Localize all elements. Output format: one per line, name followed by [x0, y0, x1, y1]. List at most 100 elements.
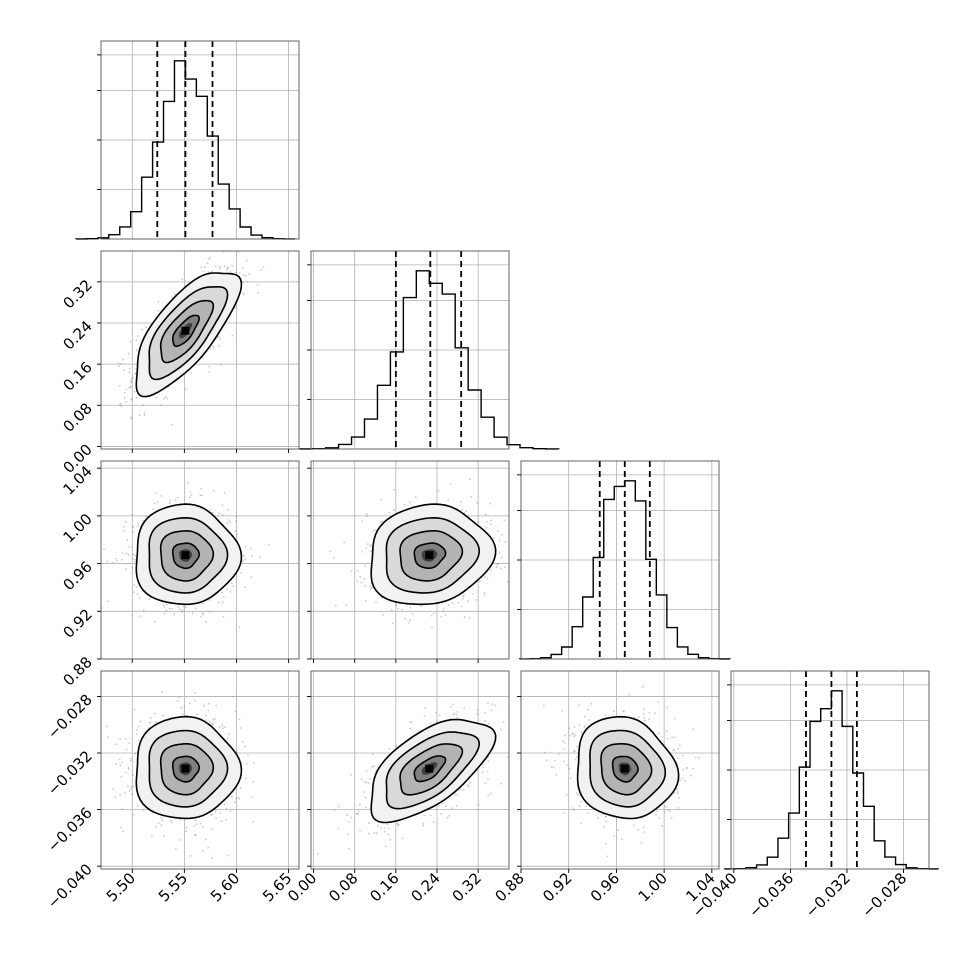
- scatter-point: [678, 797, 680, 800]
- scatter-point: [485, 526, 488, 529]
- scatter-point: [169, 500, 172, 502]
- scatter-point: [343, 541, 346, 544]
- scatter-point: [200, 266, 203, 269]
- scatter-point: [230, 582, 233, 585]
- scatter-point: [676, 792, 679, 795]
- scatter-point: [238, 798, 241, 800]
- scatter-point: [373, 831, 376, 834]
- scatter-point: [127, 553, 130, 556]
- scatter-point: [202, 613, 205, 616]
- scatter-point: [106, 560, 109, 563]
- scatter-point: [677, 791, 679, 793]
- scatter-point: [456, 716, 458, 719]
- scatter-point: [363, 781, 366, 784]
- scatter-point: [487, 794, 490, 796]
- scatter-point: [229, 810, 232, 813]
- scatter-point: [194, 692, 197, 694]
- scatter-point: [157, 501, 159, 504]
- scatter-point: [134, 752, 137, 755]
- y-tick-label: −0.036: [44, 804, 96, 856]
- scatter-point: [202, 850, 204, 852]
- scatter-point: [486, 520, 488, 523]
- scatter-panel-1-3: [307, 670, 510, 873]
- scatter-point: [171, 423, 174, 426]
- scatter-point: [145, 326, 148, 328]
- scatter-point: [135, 733, 138, 735]
- scatter-point: [135, 586, 138, 588]
- x-tick-label: −0.028: [858, 869, 910, 921]
- scatter-point: [672, 749, 675, 752]
- scatter-point: [361, 550, 364, 553]
- scatter-point: [679, 779, 681, 782]
- scatter-point: [374, 529, 377, 532]
- scatter-point: [162, 604, 165, 606]
- scatter-point: [455, 713, 458, 716]
- scatter-point: [203, 266, 206, 269]
- panel-frame: [310, 460, 510, 660]
- scatter-point: [119, 738, 121, 741]
- scatter-point: [574, 733, 576, 736]
- panel-content: [311, 671, 509, 869]
- scatter-point: [128, 371, 131, 374]
- scatter-point: [241, 740, 244, 743]
- scatter-point: [348, 821, 350, 823]
- scatter-point: [590, 702, 593, 705]
- contour-line-3: [370, 503, 497, 606]
- scatter-point: [479, 580, 481, 583]
- scatter-point: [576, 756, 578, 759]
- scatter-point: [129, 341, 132, 343]
- scatter-point: [125, 737, 127, 740]
- scatter-point: [437, 489, 440, 492]
- scatter-point: [210, 722, 213, 724]
- scatter-point: [121, 761, 123, 764]
- y-tick-label: 0.32: [59, 276, 95, 312]
- x-tick-label: 0.08: [325, 869, 361, 905]
- scatter-point: [648, 718, 651, 720]
- scatter-point: [219, 266, 222, 268]
- scatter-point: [126, 785, 129, 787]
- scatter-point: [252, 761, 255, 764]
- scatter-point: [481, 771, 484, 774]
- scatter-point: [250, 576, 253, 579]
- scatter-point: [442, 610, 445, 613]
- contour-line-3: [370, 718, 497, 824]
- scatter-point: [118, 365, 120, 368]
- scatter-point: [543, 704, 545, 707]
- scatter-point: [666, 737, 669, 740]
- scatter-point: [171, 607, 174, 610]
- scatter-panel-1-2: [307, 460, 510, 663]
- scatter-point: [151, 835, 153, 838]
- contour-line-1: [159, 743, 215, 796]
- scatter-point: [106, 725, 108, 728]
- scatter-point: [365, 781, 368, 784]
- scatter-point: [477, 520, 480, 523]
- scatter-point: [119, 794, 122, 796]
- scatter-point: [654, 712, 656, 714]
- scatter-point: [130, 378, 133, 381]
- scatter-point: [564, 734, 566, 737]
- density-peak: [620, 764, 629, 773]
- scatter-point: [143, 414, 146, 417]
- scatter-point: [231, 795, 233, 798]
- scatter-point: [681, 754, 684, 757]
- scatter-point: [244, 545, 247, 548]
- scatter-point: [227, 509, 230, 511]
- scatter-point: [364, 796, 367, 799]
- scatter-point: [484, 576, 486, 578]
- scatter-point: [121, 552, 124, 554]
- scatter-point: [219, 338, 221, 340]
- x-tick-label: −0.032: [802, 869, 854, 921]
- scatter-point: [132, 553, 135, 556]
- scatter-point: [161, 691, 164, 694]
- scatter-point: [228, 733, 230, 735]
- scatter-point: [456, 794, 459, 796]
- scatter-point: [408, 622, 410, 624]
- scatter-point: [420, 605, 422, 607]
- panel-content: [101, 461, 299, 659]
- scatter-point: [239, 727, 242, 729]
- scatter-point: [491, 703, 494, 706]
- scatter-point: [178, 696, 181, 699]
- contour-line-2: [385, 731, 481, 810]
- scatter-point: [350, 773, 352, 776]
- scatter-point: [136, 729, 138, 731]
